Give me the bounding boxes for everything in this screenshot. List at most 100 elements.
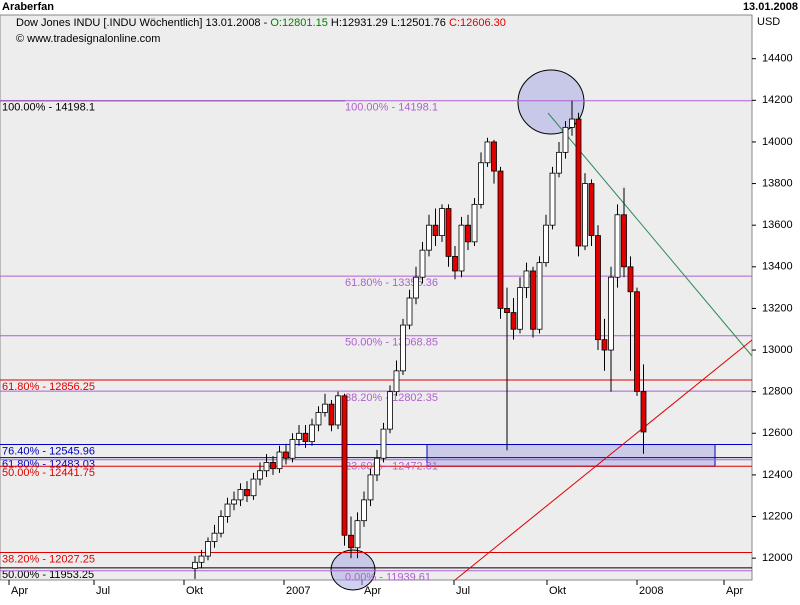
- candle-body: [543, 224, 549, 264]
- candle-body: [361, 499, 367, 522]
- candle-body: [634, 291, 640, 392]
- candle-body: [367, 474, 374, 501]
- candle-body: [621, 214, 627, 268]
- level-label: 50.00% - 11953.25: [2, 569, 94, 581]
- level-label: 50.00% - 13068.85: [345, 337, 438, 349]
- window-title: Araberfan: [2, 1, 54, 13]
- candle-body: [198, 555, 205, 563]
- candle-body: [458, 224, 465, 272]
- candle-body: [309, 424, 315, 443]
- x-tick-label: Jul: [456, 585, 470, 597]
- y-tick-label: 13000: [762, 344, 793, 356]
- candle-body: [296, 432, 302, 440]
- candle-body: [380, 428, 387, 459]
- candle-body: [614, 214, 621, 278]
- candle-body: [374, 457, 380, 476]
- candle-body: [439, 208, 445, 236]
- candle-body: [341, 395, 348, 536]
- candle-body: [315, 412, 322, 426]
- y-tick-label: 14400: [762, 53, 793, 65]
- candle-body: [497, 170, 504, 309]
- candle-body: [406, 297, 413, 326]
- candle-body: [270, 462, 276, 470]
- candle-body: [244, 489, 250, 497]
- y-tick-label: 12400: [762, 469, 793, 481]
- candle-body: [231, 499, 237, 505]
- candle-body: [478, 162, 484, 205]
- y-tick-label: 12200: [762, 510, 793, 522]
- plot-area: [0, 14, 753, 581]
- candle-body: [536, 262, 543, 330]
- y-tick-label: 12800: [762, 386, 793, 398]
- candle-body: [426, 224, 432, 251]
- x-tick-label: 2008: [639, 585, 663, 597]
- level-label: 76.40% - 12545.96: [2, 445, 95, 457]
- candle-body: [283, 451, 289, 459]
- candle-body: [601, 339, 608, 351]
- y-tick-label: 13600: [762, 219, 793, 231]
- y-unit: USD: [757, 16, 780, 28]
- y-tick-label: 13400: [762, 261, 793, 273]
- candle-body: [452, 255, 458, 272]
- marker-circle: [517, 69, 585, 135]
- trend-line: [454, 339, 753, 581]
- candle-body: [627, 266, 634, 293]
- candle-body: [302, 432, 309, 443]
- candle-body: [562, 126, 569, 153]
- header-low: L:12501.76: [391, 17, 446, 29]
- level-label: 61.80% - 12483.03: [2, 459, 95, 471]
- candle-body: [640, 391, 647, 433]
- x-tick-label: Apr: [364, 585, 381, 597]
- candle-body: [471, 203, 478, 243]
- candle-body: [289, 439, 296, 459]
- y-tick-label: 14000: [762, 136, 793, 148]
- candle-body: [504, 308, 510, 313]
- candle-body: [432, 224, 439, 236]
- candle-body: [387, 391, 393, 430]
- candle-body: [211, 532, 218, 542]
- header-high: H:12931.29: [331, 17, 388, 29]
- candle-body: [205, 541, 211, 557]
- candle-body: [465, 224, 471, 243]
- copyright: © www.tradesignalonline.com: [16, 33, 160, 45]
- header-close: C:12606.30: [449, 17, 506, 29]
- candle-body: [582, 183, 588, 247]
- candle-body: [523, 270, 530, 289]
- x-tick-label: Apr: [11, 585, 28, 597]
- y-tick-label: 13800: [762, 177, 793, 189]
- header-instrument: Dow Jones INDU [.INDU Wöchentlich] 13.01…: [16, 17, 270, 29]
- candle-body: [491, 141, 497, 172]
- candle-body: [250, 478, 257, 497]
- candle-body: [322, 403, 328, 413]
- x-tick-label: 2007: [286, 585, 310, 597]
- candle-body: [237, 489, 244, 501]
- candle-body: [413, 276, 419, 299]
- header-open: O:12801.15: [270, 17, 328, 29]
- candle-body: [445, 208, 452, 257]
- candle-body: [510, 312, 517, 330]
- candle-body: [484, 141, 491, 164]
- y-tick-label: 13200: [762, 302, 793, 314]
- candle-body: [257, 470, 263, 480]
- candle-body: [354, 520, 361, 549]
- y-tick-label: 12600: [762, 427, 793, 439]
- level-label: 50.00% - 12441.75: [2, 467, 95, 479]
- candle-body: [549, 172, 556, 226]
- candle-body: [393, 370, 400, 393]
- candle-body: [530, 270, 536, 330]
- level-label: 100.00% - 14198.1: [345, 102, 438, 114]
- level-label: 0.00% - 11939.61: [345, 572, 431, 584]
- trend-line: [547, 112, 753, 357]
- candle-body: [335, 395, 341, 426]
- title-bar: [0, 0, 800, 14]
- candle-body: [400, 324, 406, 372]
- level-label: 23.60% - 12472.81: [345, 461, 438, 473]
- candle-body: [218, 516, 224, 534]
- candle-body: [556, 151, 562, 174]
- candle-body: [224, 503, 231, 517]
- candle-body: [608, 276, 614, 351]
- candle-body: [569, 118, 575, 128]
- window-date: 13.01.2008: [743, 1, 798, 13]
- level-label: 38.20% - 12027.25: [2, 553, 95, 565]
- x-tick-label: Apr: [726, 585, 743, 597]
